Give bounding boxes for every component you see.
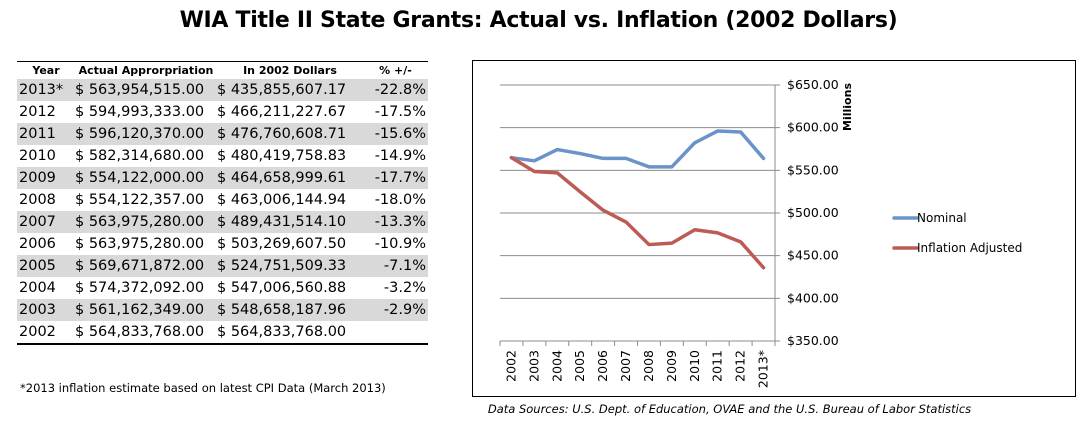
table-row: 2008 $ 554,122,357.00 $ 463,006,144.94 -18.… — [17, 189, 428, 211]
cell-pct — [363, 321, 428, 344]
cell-year: 2002 — [19, 324, 56, 340]
x-tick-label: 2007 — [618, 350, 633, 382]
x-tick-label: 2003 — [526, 350, 541, 382]
cell-adjusted: $ 503,269,607.50 — [217, 236, 347, 252]
x-tick-label: 2005 — [572, 350, 587, 382]
cell-pct: -10.9% — [374, 236, 426, 252]
x-tick-label: 2009 — [664, 350, 679, 382]
y-tick-label: $450.00 — [787, 248, 839, 263]
y-tick-label: $500.00 — [787, 205, 839, 220]
x-tick-label: 2006 — [595, 350, 610, 382]
cell-actual: $ 554,122,357.00 — [75, 192, 205, 208]
cell-actual: $ 563,975,280.00 — [75, 236, 205, 252]
cell-actual: $ 563,954,515.00 — [75, 82, 205, 98]
cell-adjusted: $ 548,658,187.96 — [217, 302, 347, 318]
cell-pct: -2.9% — [383, 302, 426, 318]
header-pct: % +/- — [379, 64, 412, 77]
cell-pct: -15.6% — [374, 126, 426, 142]
cell-year: 2003 — [19, 302, 56, 318]
table-row: 2005 $ 569,671,872.00 $ 524,751,509.33 -7.1… — [17, 255, 428, 277]
cell-pct: -7.1% — [383, 258, 426, 274]
x-tick-label: 2012 — [733, 350, 748, 382]
page-title: WIA Title II State Grants: Actual vs. In… — [179, 8, 898, 33]
cell-actual: $ 561,162,349.00 — [75, 302, 205, 318]
x-tick-label: 2008 — [641, 350, 656, 382]
cell-actual: $ 594,993,333.00 — [75, 104, 205, 120]
table-row: 2004 $ 574,372,092.00 $ 547,006,560.88 -3.2… — [17, 277, 428, 299]
cell-pct: -3.2% — [383, 280, 426, 296]
cell-adjusted: $ 524,751,509.33 — [217, 258, 347, 274]
line-chart: $650.00 $600.00 $550.00 $500.00 $450.00 $400.… — [499, 77, 1022, 388]
table-row: 2006 $ 563,975,280.00 $ 503,269,607.50 -10.… — [17, 233, 428, 255]
x-tick-label: 2013* — [756, 350, 771, 388]
cell-actual: $ 596,120,370.00 — [75, 126, 205, 142]
header-actual: Actual Approrpriation — [78, 64, 214, 77]
x-tick-label: 2004 — [549, 350, 564, 382]
cell-pct: -18.0% — [374, 192, 426, 208]
cell-actual: $ 564,833,768.00 — [75, 324, 205, 340]
cell-adjusted: $ 464,658,999.61 — [217, 170, 347, 186]
cell-year: 2005 — [19, 258, 56, 274]
grants-table: Year Actual Approrpriation In 2002 Dolla… — [17, 61, 428, 345]
y-axis-title: Millions — [841, 83, 854, 131]
y-tick-label: $650.00 — [787, 77, 839, 92]
cell-pct: -17.5% — [374, 104, 426, 120]
cell-year: 2007 — [19, 214, 56, 230]
table-row: 2010 $ 582,314,680.00 $ 480,419,758.83 -14.… — [17, 145, 428, 167]
cell-adjusted: $ 547,006,560.88 — [217, 280, 347, 296]
cell-pct: -22.8% — [374, 82, 426, 98]
table-row: 2007 $ 563,975,280.00 $ 489,431,514.10 -13.… — [17, 211, 428, 233]
x-tick-label: 2002 — [503, 350, 518, 382]
table-row: 2011 $ 596,120,370.00 $ 476,760,608.71 -15.… — [17, 123, 428, 145]
table-row: 2003 $ 561,162,349.00 $ 548,658,187.96 -2.9… — [17, 299, 428, 321]
cell-adjusted: $ 489,431,514.10 — [217, 214, 347, 230]
table-row: 2012 $ 594,993,333.00 $ 466,211,227.67 -17.… — [17, 101, 428, 123]
cell-pct: -14.9% — [374, 148, 426, 164]
cell-pct: -13.3% — [374, 214, 426, 230]
cell-adjusted: $ 476,760,608.71 — [217, 126, 347, 142]
cell-adjusted: $ 564,833,768.00 — [217, 324, 347, 340]
y-tick-label: $350.00 — [787, 333, 839, 348]
table-row: 2013* $ 563,954,515.00 $ 435,855,607.17 -22… — [17, 79, 428, 101]
x-tick-label: 2010 — [687, 350, 702, 382]
y-tick-label: $400.00 — [787, 290, 839, 305]
cell-year: 2012 — [19, 104, 56, 120]
series-line-inflation-adjusted — [509, 155, 766, 270]
cell-actual: $ 574,372,092.00 — [75, 280, 205, 296]
series-line-nominal — [509, 129, 766, 169]
cell-year: 2011 — [19, 126, 56, 142]
legend-label: Inflation Adjusted — [917, 241, 1022, 255]
header-year: Year — [32, 64, 60, 77]
chart-frame: $650.00 $600.00 $550.00 $500.00 $450.00 $400.… — [472, 60, 1076, 397]
cell-adjusted: $ 463,006,144.94 — [217, 192, 347, 208]
footnote: *2013 inflation estimate based on latest… — [20, 381, 386, 395]
cell-adjusted: $ 435,855,607.17 — [217, 82, 347, 98]
cell-actual: $ 569,671,872.00 — [75, 258, 205, 274]
header-adjusted: In 2002 Dollars — [243, 64, 337, 77]
table-header-row: Year Actual Approrpriation In 2002 Dolla… — [17, 61, 428, 80]
cell-year: 2006 — [19, 236, 56, 252]
cell-year: 2008 — [19, 192, 56, 208]
cell-year: 2004 — [19, 280, 56, 296]
cell-year: 2010 — [19, 148, 56, 164]
y-tick-label: $550.00 — [787, 162, 839, 177]
y-tick-label: $600.00 — [787, 120, 839, 135]
x-tick-label: 2011 — [710, 350, 725, 382]
cell-adjusted: $ 480,419,758.83 — [217, 148, 347, 164]
cell-actual: $ 582,314,680.00 — [75, 148, 205, 164]
cell-adjusted: $ 466,211,227.67 — [217, 104, 347, 120]
cell-actual: $ 563,975,280.00 — [75, 214, 205, 230]
cell-pct: -17.7% — [374, 170, 426, 186]
cell-year: 2009 — [19, 170, 56, 186]
table-row: 2009 $ 554,122,000.00 $ 464,658,999.61 -17.… — [17, 167, 428, 189]
cell-year: 2013* — [19, 82, 64, 98]
legend-label: Nominal — [917, 211, 967, 225]
table-row: 2002 $ 564,833,768.00 $ 564,833,768.00 — [17, 321, 428, 344]
cell-actual: $ 554,122,000.00 — [75, 170, 205, 186]
data-source-note: Data Sources: U.S. Dept. of Education, O… — [487, 402, 972, 416]
